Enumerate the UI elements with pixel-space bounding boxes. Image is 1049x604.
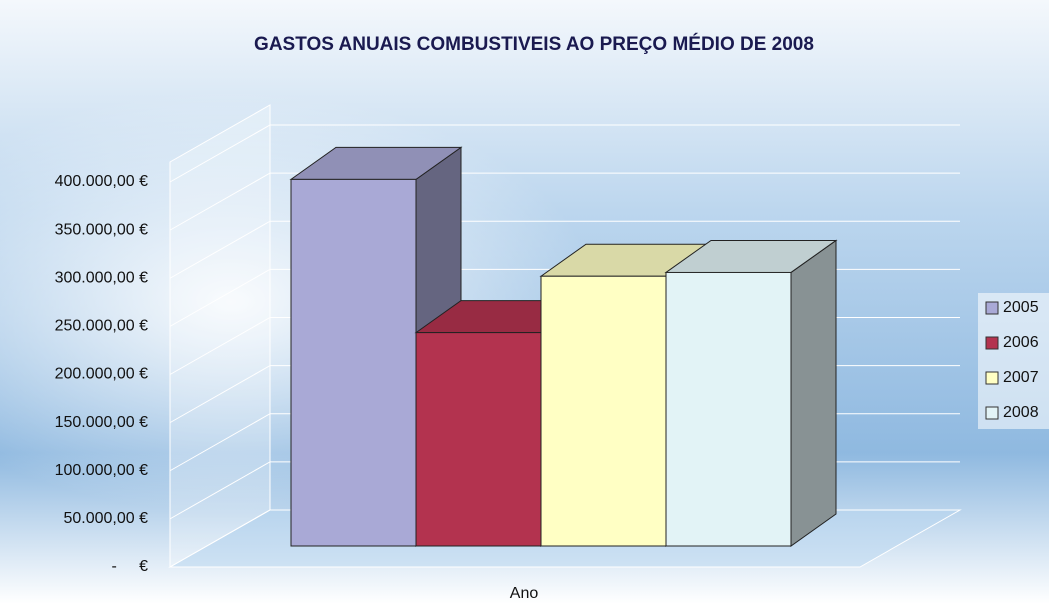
legend-swatch — [985, 406, 999, 420]
legend-swatch — [985, 301, 999, 315]
legend-swatch — [985, 371, 999, 385]
y-tick-label: 50.000,00 € — [63, 510, 148, 527]
grid-line — [169, 172, 960, 231]
bar — [540, 275, 667, 547]
legend-swatch — [985, 336, 999, 350]
chart-title: GASTOS ANUAIS COMBUSTIVEIS AO PREÇO MÉDI… — [254, 33, 814, 55]
legend-label: 2006 — [1003, 334, 1039, 351]
legend-label: 2008 — [1003, 404, 1039, 421]
y-tick-label: 200.000,00 € — [55, 366, 149, 383]
legend-box — [978, 293, 1049, 429]
legend-label: 2005 — [1003, 299, 1039, 316]
y-tick-label: 100.000,00 € — [55, 462, 149, 479]
y-tick-label: 400.000,00 € — [55, 173, 149, 190]
y-tick-label: 150.000,00 € — [55, 414, 149, 431]
y-tick-label: 350.000,00 € — [55, 221, 149, 238]
bar — [290, 178, 417, 547]
grid-line — [169, 220, 960, 279]
legend-label: 2007 — [1003, 369, 1039, 386]
y-tick-label: 250.000,00 € — [55, 318, 149, 335]
y-tick-label: 300.000,00 € — [55, 269, 149, 286]
x-axis-label: Ano — [510, 585, 539, 602]
bar-side — [790, 239, 837, 547]
y-tick-label: - € — [112, 558, 149, 575]
grid-line — [169, 124, 960, 183]
bar — [415, 332, 542, 547]
bar — [665, 271, 792, 547]
side-wall — [169, 104, 271, 568]
